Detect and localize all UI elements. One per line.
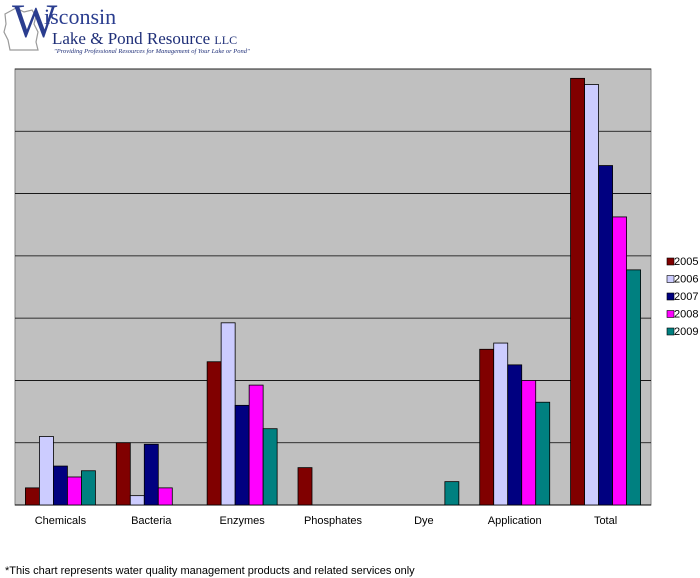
logo-subtitle: Lake & Pond Resource LLC [52,30,237,47]
plot-area [14,68,652,506]
bar-2007-enzymes [234,404,250,506]
logo-subtitle-main: Lake & Pond Resource [52,29,211,48]
bar-2008-chemicals [67,476,82,506]
x-tick-label: Application [488,515,542,527]
logo-tagline: "Providing Professional Resources for Ma… [54,48,250,55]
bar-2008-application [521,380,537,506]
legend-label: 2009 [674,326,698,338]
x-tick-label: Bacteria [131,515,172,527]
x-axis-labels: Chemicals Bacteria Enzymes Phosphates Dye App… [35,515,617,527]
x-tick-label: Total [594,515,617,527]
legend: 2005 2006 2007 2008 2009 [666,256,698,338]
bar-2005-chemicals [25,487,40,506]
legend-swatch [666,310,675,318]
bar-2009-enzymes [262,428,278,506]
bar-2008-enzymes [248,384,264,506]
bar-2009-application [535,401,551,506]
legend-label: 2005 [674,256,698,268]
bar-2006-enzymes [220,322,236,506]
logo-initial: W [12,0,58,48]
wisconsin-outline-icon [3,7,39,51]
legend-label: 2008 [674,309,698,321]
legend-swatch [666,327,675,336]
bar-2006-chemicals [39,436,54,506]
bars [25,77,641,506]
bar-2009-total [626,269,641,506]
legend-swatch [666,275,675,283]
legend-swatch [666,257,675,266]
bar-2006-bacteria [129,495,145,506]
bar-2007-chemicals [53,465,68,506]
bar-2005-bacteria [115,442,131,506]
bar-2007-bacteria [143,443,159,506]
bar-chart: Chemicals Bacteria Enzymes Phosphates Dye App… [14,68,698,527]
x-tick-label: Phosphates [304,515,363,527]
bar-2008-bacteria [157,487,173,506]
logo-title: isconsin [44,6,116,28]
bar-2007-total [598,165,613,506]
bar-2006-total [584,84,599,506]
x-tick-label: Dye [414,515,434,527]
logo-subtitle-suffix: LLC [214,33,238,47]
bar-2005-total [570,77,585,506]
legend-swatch [666,292,675,301]
bar-2007-application [507,364,523,506]
logo-title-rest: isconsin [44,4,117,29]
legend-label: 2006 [674,274,698,286]
bar-2006-application [493,342,509,506]
x-tick-label: Enzymes [220,515,266,527]
bar-2005-enzymes [206,361,222,506]
legend-label: 2007 [674,291,698,303]
bar-2009-dye [444,481,460,506]
bar-2008-total [612,216,627,506]
bar-2009-chemicals [81,470,96,506]
bar-2005-phosphates [297,467,313,506]
x-tick-label: Chemicals [35,515,87,527]
company-logo: W isconsin Lake & Pond Resource LLC "Pro… [0,0,260,66]
bar-2005-application [479,348,495,506]
footnote: *This chart represents water quality man… [5,565,415,577]
